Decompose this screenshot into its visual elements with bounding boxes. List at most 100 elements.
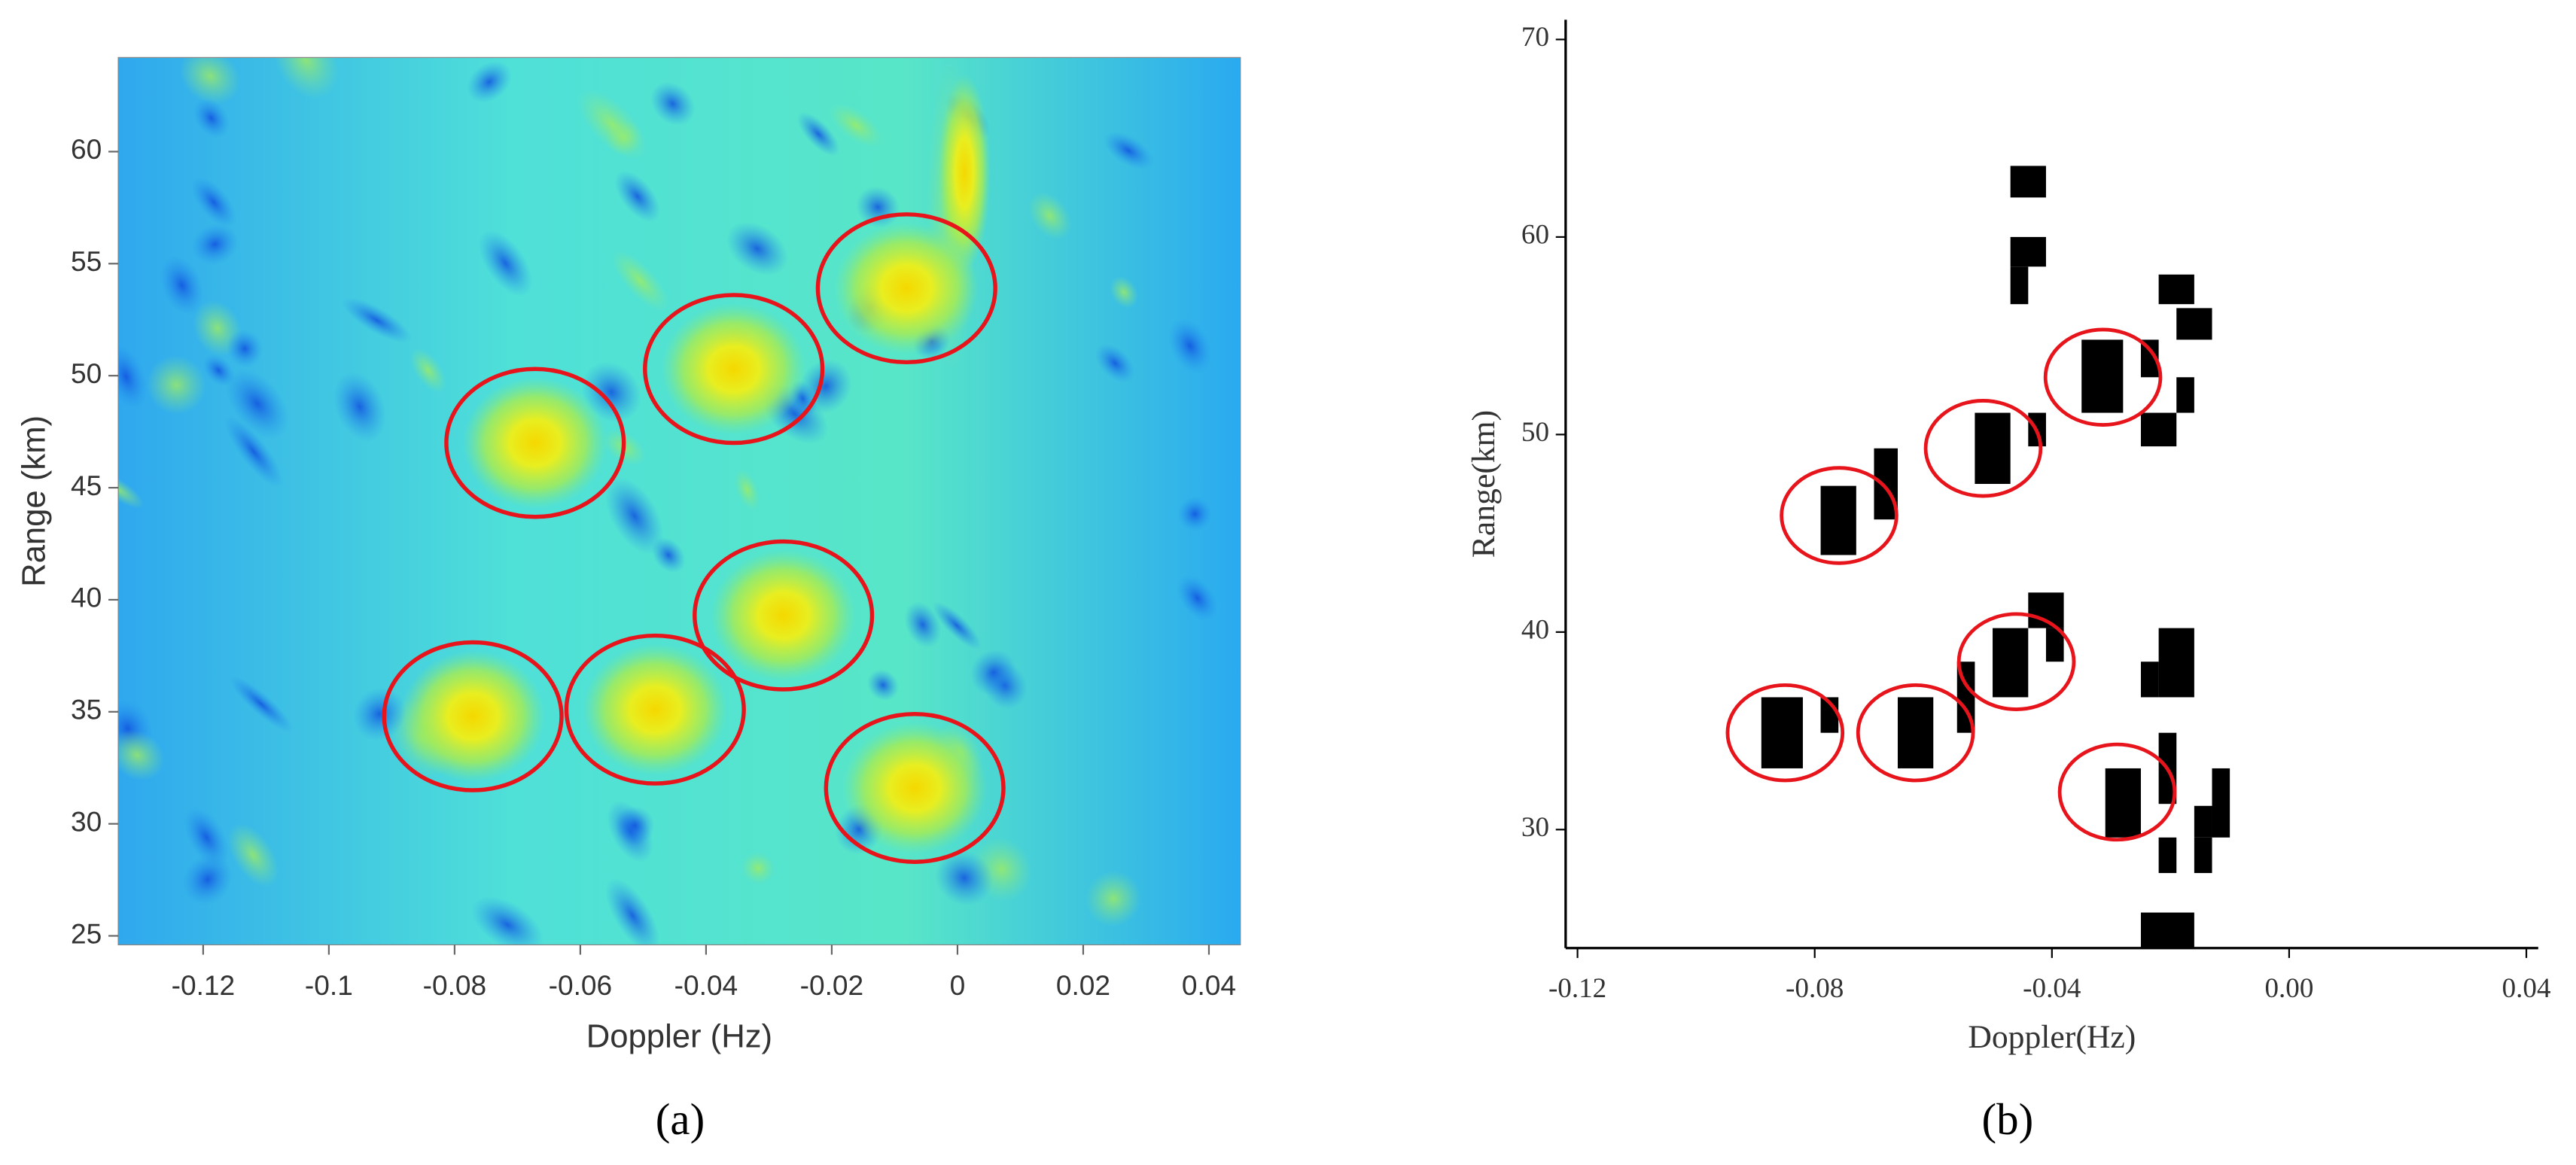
texture <box>577 89 647 160</box>
texture <box>614 170 661 223</box>
y-tick-label: 25 <box>71 917 102 949</box>
detection-cell <box>1820 485 1856 555</box>
target-circle <box>1923 399 2043 498</box>
target-circle <box>2043 327 2163 427</box>
detection-cell <box>2010 166 2046 198</box>
target-circle <box>824 712 1006 864</box>
texture <box>605 878 660 945</box>
target-blob <box>711 549 856 682</box>
texture <box>970 649 1018 696</box>
x-tick-label: 0.00 <box>2264 973 2313 1004</box>
texture <box>1168 318 1213 374</box>
texture <box>118 344 148 409</box>
y-tick-label: 55 <box>71 245 102 277</box>
texture <box>932 601 982 650</box>
detection-cell <box>2176 308 2212 340</box>
cells <box>1761 166 2230 948</box>
y-tick-label: 40 <box>71 582 102 613</box>
texture <box>352 687 406 741</box>
y-tick-label: 30 <box>1521 812 1549 843</box>
texture <box>160 255 205 315</box>
detection-cell <box>2194 805 2212 838</box>
texture <box>1085 870 1142 927</box>
texture <box>190 176 237 228</box>
target-circle <box>1780 466 1899 565</box>
target-circle <box>2057 742 2177 842</box>
detection-cell <box>2140 339 2159 378</box>
detection-cell <box>2105 768 2141 838</box>
target-circle <box>815 212 997 365</box>
texture <box>935 850 994 906</box>
y-axis-label: Range (km) <box>16 415 53 587</box>
target-circle <box>1725 683 1845 783</box>
texture <box>193 98 230 138</box>
texture <box>726 221 788 275</box>
y-tick-label: 50 <box>1521 417 1549 448</box>
texture <box>741 851 775 885</box>
y-axis-label: Range(km) <box>1466 410 1502 558</box>
heatmap-background <box>118 57 1241 945</box>
x-tick-label: -0.12 <box>1548 973 1606 1004</box>
detection-cell <box>2140 912 2194 948</box>
texture <box>1103 131 1154 170</box>
texture <box>191 223 239 266</box>
detection-cell <box>1993 628 2029 698</box>
detection-cell <box>2158 628 2194 698</box>
target-circle <box>643 293 825 446</box>
x-tick-label: -0.04 <box>674 969 738 1001</box>
texture <box>224 415 284 488</box>
axes: -0.12 -0.08 -0.04 0.00 0.04 30 40 50 60 70 Doppler… <box>1466 20 2551 1144</box>
y-tick-label: 60 <box>1521 219 1549 250</box>
texture <box>478 230 533 297</box>
texture <box>470 896 544 945</box>
texture <box>867 669 900 701</box>
detection-cell <box>1761 697 1803 768</box>
heatmap <box>118 57 1241 945</box>
detection-cell <box>1897 697 1934 768</box>
target-circle <box>1956 612 2076 711</box>
texture <box>734 469 760 511</box>
x-tick-label: -0.06 <box>549 969 613 1001</box>
target-circle <box>564 633 746 786</box>
texture <box>1028 192 1072 240</box>
y-tick-label: 40 <box>1521 614 1549 645</box>
target-blob <box>834 222 979 354</box>
y-tick-label: 50 <box>71 357 102 389</box>
x-tick-label: -0.02 <box>800 969 864 1001</box>
x-tick-label: 0.04 <box>2502 973 2551 1004</box>
detection-cell <box>2194 837 2212 874</box>
detection-cell <box>2010 236 2046 267</box>
detection-cell <box>2158 274 2194 305</box>
texture <box>118 729 165 781</box>
x-tick-label: -0.08 <box>423 969 487 1001</box>
axes: -0.12 -0.1 -0.08 -0.06 -0.04 -0.02 0 0.02 0.04 25… <box>16 56 1241 1144</box>
texture <box>1110 275 1138 309</box>
detection-cell <box>1874 448 1898 520</box>
texture <box>229 675 294 733</box>
detection-cell <box>2140 662 2159 698</box>
y-tick-label: 30 <box>71 805 102 837</box>
texture <box>182 853 233 905</box>
texture <box>904 601 942 648</box>
target-circle <box>1856 683 1975 783</box>
texture <box>650 81 696 126</box>
texture <box>1177 574 1218 622</box>
detection-cell <box>1975 412 2011 484</box>
texture <box>341 297 412 343</box>
target-blob <box>462 377 607 509</box>
texture <box>227 823 279 887</box>
x-axis-label: Doppler (Hz) <box>586 1017 772 1054</box>
texture <box>604 477 665 555</box>
x-tick-label: 0.04 <box>1182 969 1236 1001</box>
axes-frame <box>117 56 1241 946</box>
y-tick-label: 60 <box>71 133 102 165</box>
texture <box>202 354 235 387</box>
texture <box>179 57 241 105</box>
x-tick-label: -0.1 <box>305 969 353 1001</box>
target-blob <box>842 722 988 854</box>
texture <box>829 103 883 148</box>
x-axis-label: Doppler(Hz) <box>1968 1019 2136 1055</box>
target-blob <box>400 650 546 783</box>
x-tick-label: 0.02 <box>1056 969 1110 1001</box>
target-blob <box>661 303 806 435</box>
